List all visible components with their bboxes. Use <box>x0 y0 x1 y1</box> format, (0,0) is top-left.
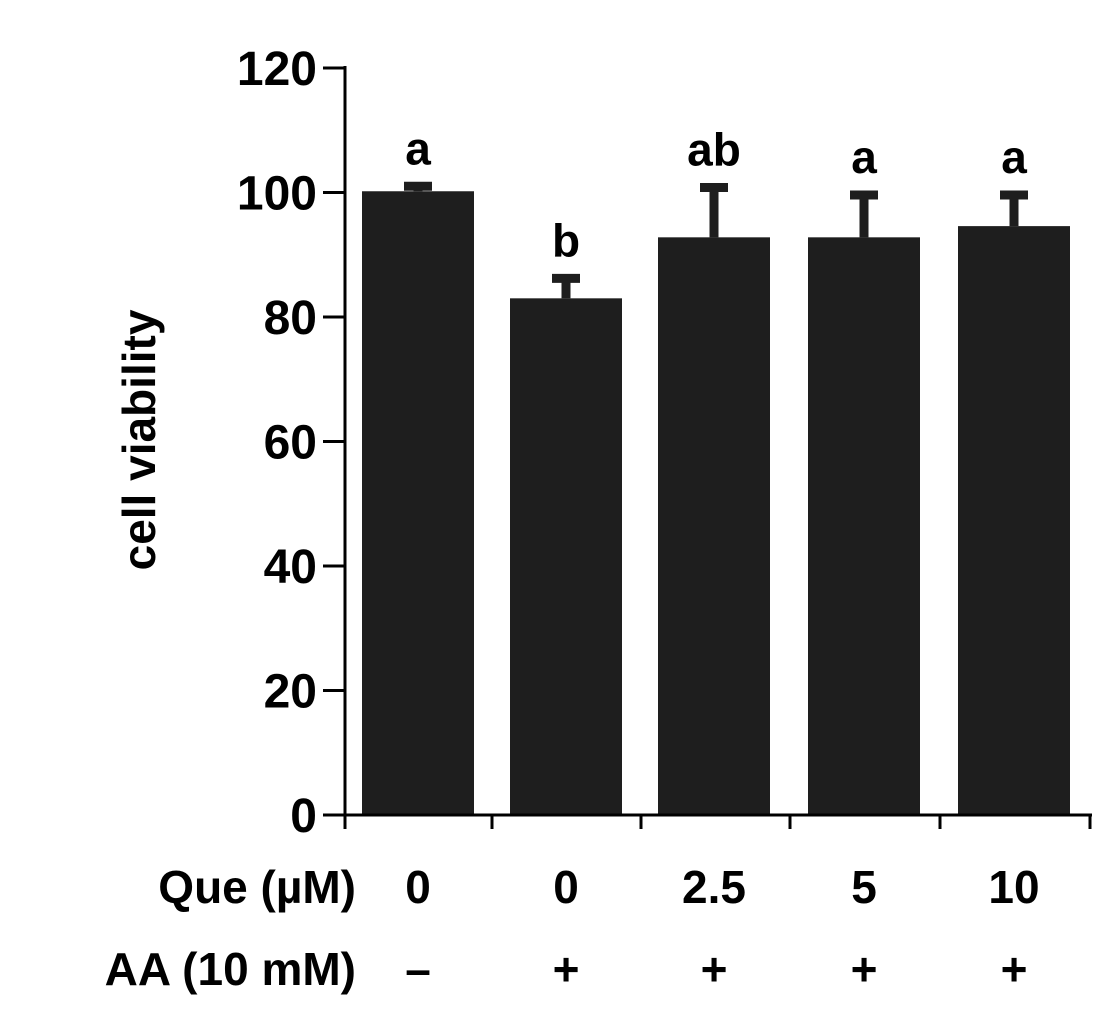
factor-value-1-2: 0 <box>553 861 579 913</box>
y-axis-title: cell viability <box>113 309 165 570</box>
factor-value-2-3: + <box>701 943 728 995</box>
significance-label-4: a <box>851 131 877 183</box>
bar-1 <box>362 191 474 815</box>
significance-label-2: b <box>552 214 580 266</box>
y-tick-label-40: 40 <box>264 541 317 594</box>
factor-row-label-2: AA (10 mM) <box>105 943 356 995</box>
bar-4 <box>808 237 920 815</box>
bars-layer <box>362 181 1070 816</box>
factor-value-1-4: 5 <box>851 861 877 913</box>
factor-value-1-1: 0 <box>405 861 431 913</box>
axes-layer <box>323 66 1092 829</box>
factor-value-2-5: + <box>1001 943 1028 995</box>
bar-3 <box>658 237 770 815</box>
factor-value-1-5: 10 <box>988 861 1039 913</box>
y-tick-label-100: 100 <box>237 168 317 221</box>
y-tick-label-60: 60 <box>264 417 317 470</box>
significance-label-5: a <box>1001 131 1027 183</box>
factor-value-2-1: – <box>405 943 431 995</box>
y-tick-label-120: 120 <box>237 43 317 96</box>
factor-row-label-1: Que (µM) <box>158 861 356 913</box>
significance-label-3: ab <box>687 124 741 176</box>
y-tick-label-20: 20 <box>264 666 317 719</box>
bar-2 <box>510 298 622 815</box>
significance-label-1: a <box>405 122 431 174</box>
y-tick-label-80: 80 <box>264 292 317 345</box>
bar-5 <box>958 226 1070 816</box>
factor-value-2-2: + <box>553 943 580 995</box>
factor-value-1-3: 2.5 <box>682 861 746 913</box>
y-tick-label-0: 0 <box>290 790 317 843</box>
factor-value-2-4: + <box>851 943 878 995</box>
